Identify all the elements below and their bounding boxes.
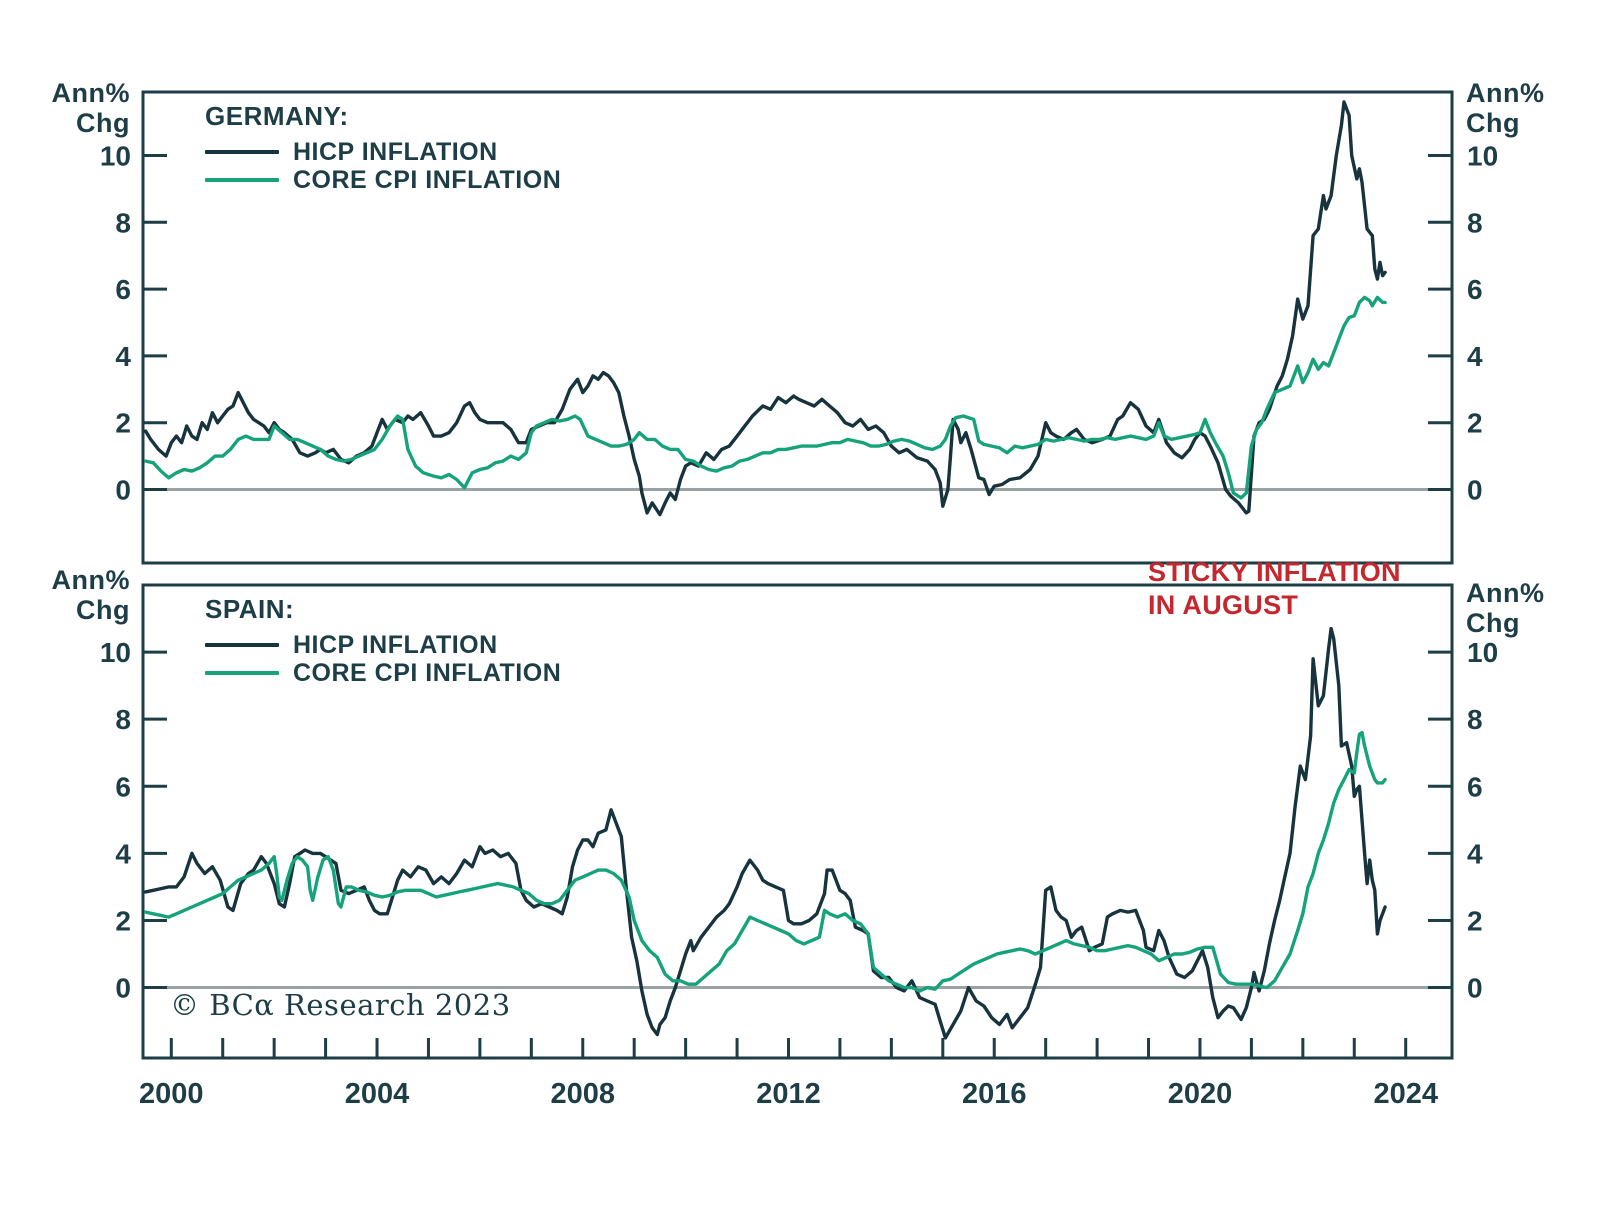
spain-y-tick-label-right: 4 xyxy=(1467,838,1483,869)
legend-label-core-cpi: CORE CPI INFLATION xyxy=(293,658,562,687)
germany-y-tick-label-left: 2 xyxy=(115,408,131,439)
germany-y-tick-label-right: 0 xyxy=(1467,475,1483,506)
x-axis-year-label: 2000 xyxy=(139,1078,204,1110)
x-axis-year-label: 2012 xyxy=(756,1078,821,1110)
spain-y-tick-label-right: 2 xyxy=(1467,905,1483,936)
spain-y-tick-label-right: 10 xyxy=(1467,637,1498,668)
x-axis-year-label: 2004 xyxy=(345,1078,410,1110)
legend-label-hicp: HICP INFLATION xyxy=(293,137,498,166)
y-axis-unit-line1: Ann% xyxy=(1466,578,1545,608)
y-axis-unit-line2: Chg xyxy=(76,595,130,625)
hicp-line-swatch xyxy=(205,643,279,647)
y-axis-unit-top-left: Ann% Chg xyxy=(38,78,130,138)
germany-core-cpi-line xyxy=(143,295,1387,500)
y-axis-unit-line2: Chg xyxy=(76,108,130,138)
y-axis-unit-line1: Ann% xyxy=(51,565,130,595)
spain-y-tick-label-right: 8 xyxy=(1467,704,1483,735)
legend-label-hicp: HICP INFLATION xyxy=(293,630,498,659)
legend-row-hicp: HICP INFLATION xyxy=(205,631,561,659)
spain-y-tick-label-right: 6 xyxy=(1467,771,1483,802)
x-axis-year-label: 2024 xyxy=(1373,1078,1438,1110)
germany-y-tick-label-right: 10 xyxy=(1467,140,1498,171)
spain-y-tick-label-left: 10 xyxy=(100,637,131,668)
spain-y-tick-label-right: 0 xyxy=(1467,973,1483,1004)
germany-y-tick-label-right: 8 xyxy=(1467,207,1483,238)
germany-y-tick-label-left: 0 xyxy=(115,475,131,506)
spain-y-tick-label-left: 0 xyxy=(115,973,131,1004)
y-axis-unit-bottom-left: Ann% Chg xyxy=(38,565,130,625)
legend-row-core-cpi: CORE CPI INFLATION xyxy=(205,659,561,687)
core-cpi-line-swatch xyxy=(205,671,279,675)
germany-hicp-line xyxy=(143,100,1387,517)
spain-panel-border xyxy=(141,583,1454,1060)
panel-title-spain: SPAIN: xyxy=(205,594,295,624)
y-axis-unit-top-right: Ann% Chg xyxy=(1466,78,1545,138)
germany-panel-border xyxy=(141,90,1454,565)
germany-y-tick-label-left: 4 xyxy=(115,341,131,372)
y-axis-unit-bottom-right: Ann% Chg xyxy=(1466,578,1545,638)
core-cpi-line-swatch xyxy=(205,178,279,182)
germany-y-tick-label-left: 8 xyxy=(115,207,131,238)
annotation-line2: IN AUGUST xyxy=(1148,590,1299,620)
panel-title-germany: GERMANY: xyxy=(205,101,349,131)
germany-y-tick-label-left: 10 xyxy=(100,140,131,171)
germany-y-tick-label-right: 6 xyxy=(1467,274,1483,305)
y-axis-unit-line1: Ann% xyxy=(51,78,130,108)
y-axis-unit-line2: Chg xyxy=(1466,608,1520,638)
annotation-sticky-inflation: STICKY INFLATION IN AUGUST xyxy=(1148,556,1418,622)
legend-label-core-cpi: CORE CPI INFLATION xyxy=(293,165,562,194)
y-axis-unit-line1: Ann% xyxy=(1466,78,1545,108)
spain-hicp-line xyxy=(143,626,1387,1040)
legend-row-core-cpi: CORE CPI INFLATION xyxy=(205,166,561,194)
spain-y-tick-label-left: 8 xyxy=(115,704,131,735)
legend-germany: GERMANY: HICP INFLATION CORE CPI INFLATI… xyxy=(205,101,561,194)
x-axis-year-label: 2008 xyxy=(551,1078,616,1110)
spain-y-tick-label-left: 4 xyxy=(115,838,131,869)
spain-core-cpi-line xyxy=(143,730,1387,993)
hicp-line-swatch xyxy=(205,150,279,154)
germany-y-tick-label-left: 6 xyxy=(115,274,131,305)
annotation-line1: STICKY INFLATION xyxy=(1148,557,1401,587)
legend-row-hicp: HICP INFLATION xyxy=(205,138,561,166)
germany-y-tick-label-right: 2 xyxy=(1467,408,1483,439)
spain-y-tick-label-left: 6 xyxy=(115,771,131,802)
spain-y-tick-label-left: 2 xyxy=(115,905,131,936)
x-axis-year-label: 2020 xyxy=(1168,1078,1233,1110)
x-axis-year-label: 2016 xyxy=(962,1078,1027,1110)
y-axis-unit-line2: Chg xyxy=(1466,108,1520,138)
germany-y-tick-label-right: 4 xyxy=(1467,341,1483,372)
copyright-bca-research: © BCα Research 2023 xyxy=(170,988,511,1022)
legend-spain: SPAIN: HICP INFLATION CORE CPI INFLATION xyxy=(205,594,561,687)
